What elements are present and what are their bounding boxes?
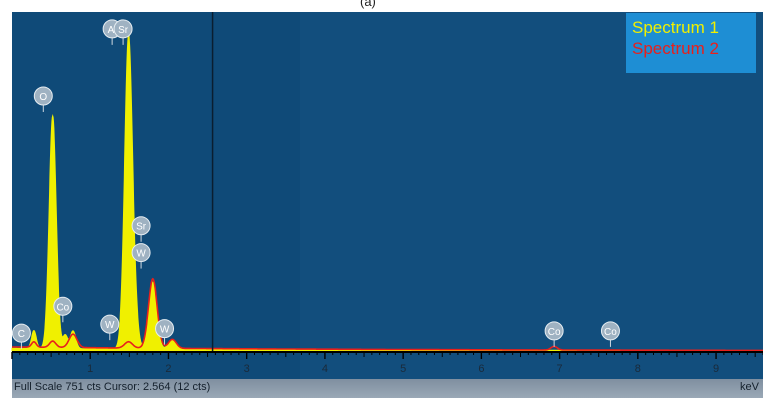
peak-label-w[interactable]: W bbox=[131, 243, 151, 269]
peak-label-text: O bbox=[39, 92, 47, 103]
x-tick-label: 3 bbox=[244, 363, 250, 375]
peak-label-w[interactable]: W bbox=[155, 319, 175, 345]
plot-background-glow bbox=[300, 12, 763, 379]
x-tick-label: 7 bbox=[557, 363, 563, 375]
peak-label-bubble bbox=[544, 321, 564, 341]
panel-label: (a) bbox=[360, 0, 376, 9]
x-tick-label: 2 bbox=[165, 363, 171, 375]
peak-label-text: W bbox=[160, 325, 170, 336]
peak-label-bubble bbox=[131, 243, 151, 263]
peak-label-bubble bbox=[53, 296, 73, 316]
x-tick-label: 6 bbox=[478, 363, 484, 375]
peak-label-sr[interactable]: Sr bbox=[113, 19, 133, 45]
status-bar: Full Scale 751 cts Cursor: 2.564 (12 cts… bbox=[12, 379, 763, 398]
legend: Spectrum 1 Spectrum 2 bbox=[626, 13, 756, 73]
x-tick-label: 1 bbox=[87, 363, 93, 375]
peak-label-bubble bbox=[155, 319, 175, 339]
peak-label-co[interactable]: Co bbox=[53, 296, 73, 323]
series-spectrum-2-line bbox=[12, 277, 763, 352]
peak-label-text: Al bbox=[108, 25, 117, 36]
peak-label-text: Co bbox=[56, 302, 69, 313]
peak-label-bubble bbox=[33, 86, 53, 106]
peak-label-w[interactable]: W bbox=[100, 314, 120, 341]
peak-label-bubble bbox=[113, 19, 133, 39]
peak-label-text: W bbox=[105, 320, 115, 331]
peak-label-bubble bbox=[131, 216, 151, 236]
peak-label-bubble bbox=[11, 323, 31, 343]
x-tick-label: 8 bbox=[635, 363, 641, 375]
legend-item-spectrum-2: Spectrum 2 bbox=[632, 39, 719, 58]
x-tick-label: 9 bbox=[713, 363, 719, 375]
peak-label-text: Sr bbox=[118, 25, 129, 36]
full-scale-cursor-readout: Full Scale 751 cts Cursor: 2.564 (12 cts… bbox=[14, 381, 211, 393]
peak-label-bubble bbox=[600, 321, 620, 341]
peak-label-text: Co bbox=[548, 327, 561, 338]
peak-label-text: C bbox=[18, 329, 25, 340]
peak-label-sr[interactable]: Sr bbox=[131, 216, 151, 242]
peak-label-text: W bbox=[136, 249, 146, 260]
peak-label-bubble bbox=[100, 314, 120, 334]
peak-label-text: Co bbox=[604, 327, 617, 338]
x-tick-label: 4 bbox=[322, 363, 328, 375]
peak-label-o[interactable]: O bbox=[33, 86, 53, 112]
peak-label-c[interactable]: C bbox=[11, 323, 31, 350]
x-tick-label: 5 bbox=[400, 363, 406, 375]
peak-label-co[interactable]: Co bbox=[544, 321, 564, 347]
legend-item-spectrum-1: Spectrum 1 bbox=[632, 18, 719, 37]
x-axis-unit-label: keV bbox=[740, 381, 759, 393]
peak-label-text: Sr bbox=[136, 222, 147, 233]
peak-label-co[interactable]: Co bbox=[600, 321, 620, 347]
